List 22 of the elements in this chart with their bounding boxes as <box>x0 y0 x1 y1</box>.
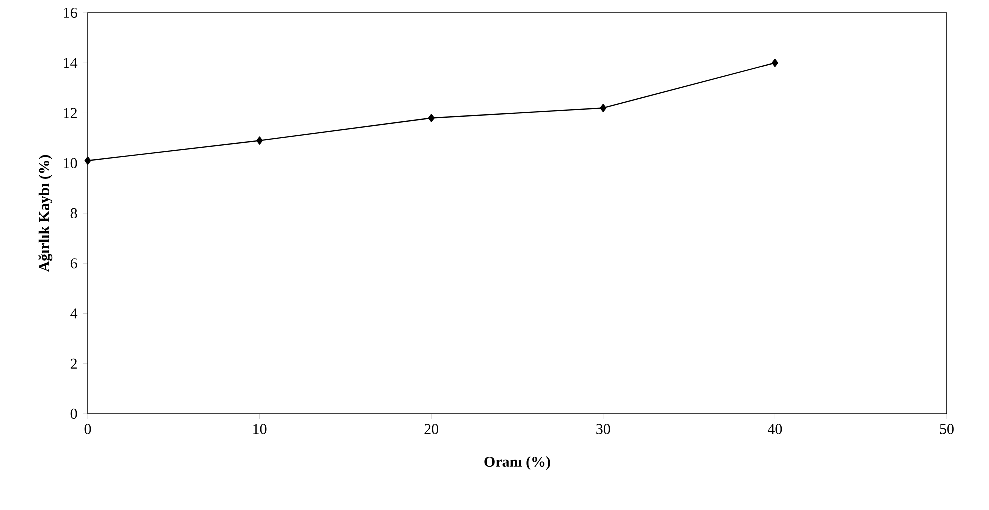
y-tick-label: 14 <box>64 58 78 68</box>
x-tick-label: 10 <box>254 424 267 434</box>
x-tick-label: 50 <box>940 424 954 434</box>
y-tick-label: 2 <box>70 358 77 369</box>
y-tick-label: 10 <box>64 158 78 168</box>
y-tick-label: 8 <box>70 208 78 219</box>
point <box>256 136 264 145</box>
y-tick-label: 16 <box>64 8 78 18</box>
y-tick-label: 12 <box>64 108 77 118</box>
y-tick-label: 6 <box>70 258 78 269</box>
y-tick-label: 0 <box>70 408 78 420</box>
x-tick-label: 20 <box>424 424 439 434</box>
x-tick-label: 30 <box>596 424 610 434</box>
point <box>84 156 92 165</box>
point <box>600 104 607 112</box>
x-tick-label: 40 <box>768 424 782 434</box>
point <box>428 114 435 122</box>
point <box>772 59 778 68</box>
y-axis-title: Ağırlık Kaybı (%) <box>38 155 53 272</box>
x-axis-title: Oranı (%) <box>484 456 550 470</box>
x-tick-label: 0 <box>84 424 92 434</box>
y-tick-label: 4 <box>70 308 78 319</box>
